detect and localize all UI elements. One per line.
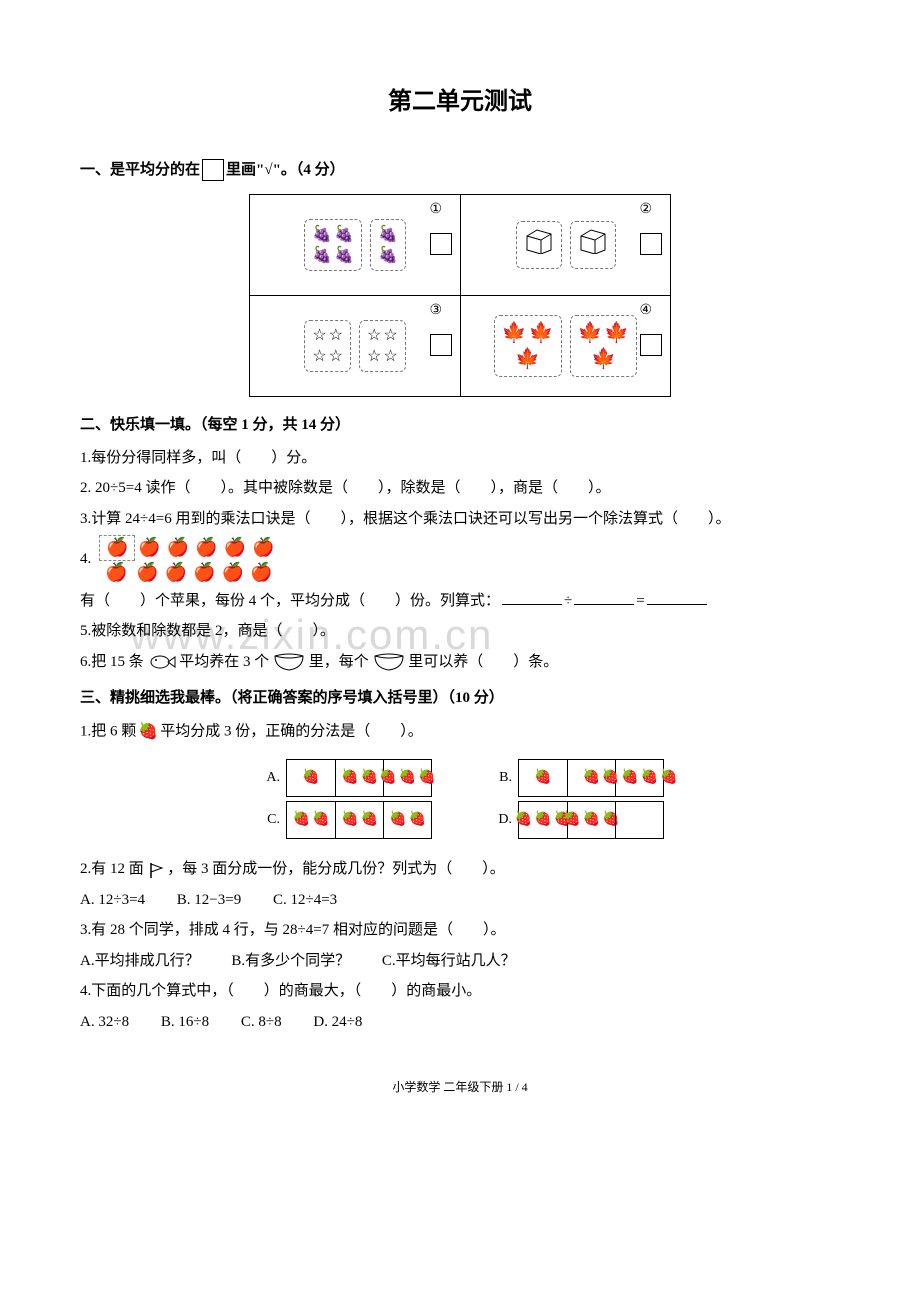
s1-pre: 一、是平均分的在 [80,162,200,178]
s2-q6-c: 里，每个 [309,654,369,670]
page-footer: 小学数学 二年级下册 1 / 4 [80,1076,840,1099]
circled-4: ④ [639,298,652,325]
checkbox-icon [202,159,224,181]
bowl-icon-2 [373,652,405,672]
s3-q3-b: 相对应的问题是（ ）。 [329,922,505,938]
section-1-header: 一、是平均分的在 里画"√"。（4 分） [80,156,840,185]
answer-box-3 [430,334,452,356]
s3-q3-opts: A.平均排成几行？ B.有多少个同学？ C.平均每行站几人？ [80,947,840,976]
cell-1: ① 🍇🍇 🍇🍇 🍇 🍇 [250,195,460,295]
blank-2 [574,590,634,605]
s2-q3-b: 用到的乘法口诀是（ ），根据这个乘法口诀还可以写出另一个除法算式（ ）。 [172,511,731,527]
opt-q3-a: A.平均排成几行？ [80,947,200,976]
s2-q4-eq: = [636,593,644,609]
s2-q2-b: 读作（ ）。其中被除数是（ ），除数是（ ），商是（ ）。 [142,480,611,496]
answer-box-1 [430,233,452,255]
s2-q2-expr: 20÷5=4 [95,480,142,496]
s2-q2: 2. 20÷5=4 读作（ ）。其中被除数是（ ），除数是（ ），商是（ ）。 [80,474,840,503]
opt-q3-c: C.平均每行站几人？ [382,947,516,976]
opt-q4-c: C. 8÷8 [241,1008,282,1037]
mc-label-b: B. [488,765,518,792]
blank-1 [502,590,562,605]
s2-q6-b: 平均养在 3 个 [179,654,269,670]
s2-q3: 3.计算 24÷4=6 用到的乘法口诀是（ ），根据这个乘法口诀还可以写出另一个… [80,505,840,534]
flag-icon [148,861,164,879]
s2-q2-a: 2. [80,480,95,496]
cell-2: ② [460,195,670,295]
star-icon: ☆ [312,326,326,345]
s2-q5: 5.被除数和除数都是 2，商是（ ）。 [80,617,840,646]
mc-box-b: 🍓 🍓 🍓🍓🍓🍓 [518,759,664,797]
s3-q2-opts: A. 12÷3=4 B. 12−3=9 C. 12÷4=3 [80,886,840,915]
page-title: 第二单元测试 [80,80,840,126]
opt-q2-b: B. 12−3=9 [177,886,241,915]
s3-q1-b: 平均分成 3 份，正确的分法是（ ）。 [160,723,423,739]
opt-q4-b: B. 16÷8 [161,1008,209,1037]
leaf-icon: 🍁 [502,321,527,345]
s1-post: 里画"√"。（4 分） [226,162,345,178]
s3-q2: 2.有 12 面 ，每 3 面分成一份，能分成几份？列式为（ ）。 [80,855,840,884]
apple-icon: 🍎 [106,538,128,558]
circled-3: ③ [429,298,442,325]
bowl-icon [273,652,305,672]
mc-label-a: A. [256,765,286,792]
s3-q4: 4.下面的几个算式中，（ ）的商最大，（ ）的商最小。 [80,977,840,1006]
mc-label-c: C. [256,807,286,834]
s2-q4-a: 有（ ）个苹果，每份 4 个，平均分成（ ）份。列算式： [80,593,500,609]
cube-icon [523,226,555,254]
section-3-header: 三、精挑细选我最棒。（将正确答案的序号填入括号里）（10 分） [80,684,840,713]
s2-q3-a: 3.计算 [80,511,125,527]
mc-box-a: 🍓 🍓🍓 🍓🍓🍓 [286,759,432,797]
mc-box-d: 🍓🍓🍓 🍓🍓🍓 [518,801,664,839]
mc-box-c: 🍓🍓 🍓🍓 🍓🍓 [286,801,432,839]
cell-3: ③ ☆☆ ☆☆ ☆☆ ☆☆ [250,296,460,396]
s2-q6-a: 6.把 15 条 [80,654,144,670]
s2-q4: 4. 🍎🍎🍎🍎🍎🍎 🍎🍎🍎🍎🍎🍎 [80,535,840,585]
s3-q3-a: 3.有 28 个同学，排成 4 行，与 [80,922,283,938]
s3-q2-b: ，每 3 面分成一份，能分成几份？列式为（ ）。 [167,861,505,877]
strawberry-icon: 🍓 [138,717,158,747]
opt-q2-c: C. 12÷4=3 [273,886,337,915]
mc-label-d: D. [488,807,518,834]
s2-q6-d: 里可以养（ ）条。 [408,654,558,670]
s3-q4-opts: A. 32÷8 B. 16÷8 C. 8÷8 D. 24÷8 [80,1008,840,1037]
s3-q1-figure: A. 🍓 🍓🍓 🍓🍓🍓 B. 🍓 🍓 🍓🍓🍓🍓 C. 🍓🍓 [80,755,840,843]
s2-q6: 6.把 15 条 平均养在 3 个 里，每个 里可以养（ ）条。 [80,648,840,677]
blank-3 [647,590,707,605]
s2-q4-label: 4. [80,551,91,567]
section-1-figure: ① 🍇🍇 🍇🍇 🍇 🍇 ② [80,194,840,397]
s3-q2-a: 2.有 12 面 [80,861,144,877]
circled-1: ① [429,197,442,224]
s3-q3-expr: 28÷4=7 [283,922,330,938]
opt-q4-a: A. 32÷8 [80,1008,129,1037]
section-2-header: 二、快乐填一填。（每空 1 分，共 14 分） [80,411,840,440]
circled-2: ② [639,197,652,224]
s2-q4-div: ÷ [564,593,572,609]
opt-q2-a: A. 12÷3=4 [80,886,145,915]
answer-box-2 [640,233,662,255]
opt-q3-b: B.有多少个同学？ [231,947,350,976]
s3-q3: 3.有 28 个同学，排成 4 行，与 28÷4=7 相对应的问题是（ ）。 [80,916,840,945]
grape-icon: 🍇 [312,225,332,244]
s2-q3-expr: 24÷4=6 [125,511,172,527]
answer-box-4 [640,334,662,356]
cell-4: ④ 🍁🍁 🍁 🍁🍁 🍁 [460,296,670,396]
s3-q1: 1.把 6 颗🍓平均分成 3 份，正确的分法是（ ）。 [80,717,840,747]
s3-q1-a: 1.把 6 颗 [80,723,136,739]
opt-q4-d: D. 24÷8 [313,1008,362,1037]
s2-q4-text: 有（ ）个苹果，每份 4 个，平均分成（ ）份。列算式： ÷ = [80,587,840,616]
fish-icon [148,653,176,671]
apple-figure: 🍎🍎🍎🍎🍎🍎 🍎🍎🍎🍎🍎🍎 [99,535,278,585]
s2-q1: 1.每份分得同样多，叫（ ）分。 [80,444,840,473]
